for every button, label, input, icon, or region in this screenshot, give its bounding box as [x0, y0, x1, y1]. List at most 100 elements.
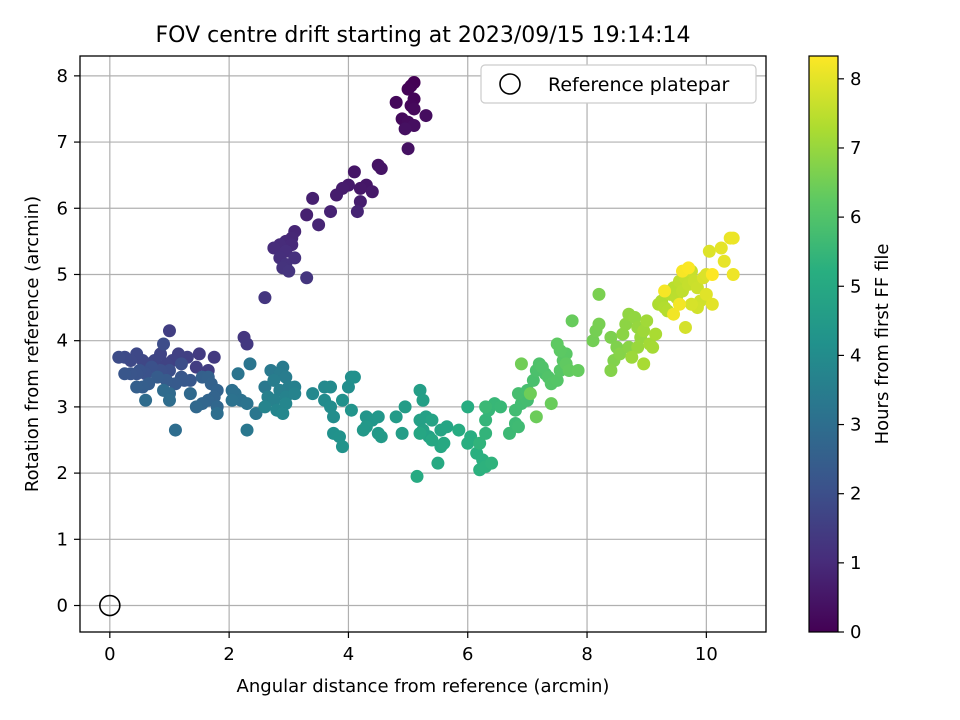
colorbar-tick-label: 1	[850, 553, 861, 574]
scatter-point	[398, 400, 412, 414]
scatter-point	[705, 267, 719, 281]
x-tick-label: 6	[462, 644, 473, 665]
scatter-point	[502, 426, 516, 440]
scatter-point	[673, 297, 687, 311]
scatter-point	[622, 340, 636, 354]
scatter-point	[258, 400, 272, 414]
scatter-point	[249, 407, 263, 421]
scatter-point	[410, 469, 424, 483]
y-axis-ticks: 0 1 2 3 4 5 6 7 8	[57, 66, 80, 617]
scatter-point	[267, 241, 281, 255]
colorbar-label: Hours from first FF file	[872, 244, 893, 445]
scatter-point	[514, 357, 528, 371]
scatter-point	[231, 367, 245, 381]
scatter-point	[565, 314, 579, 328]
scatter-point	[389, 410, 403, 424]
y-tick-label: 6	[57, 198, 68, 219]
scatter-point	[631, 340, 645, 354]
scatter-point	[726, 267, 740, 281]
scatter-point	[726, 231, 740, 245]
plot-frame	[79, 55, 767, 633]
scatter-point	[330, 188, 344, 202]
colorbar-tick-label: 7	[850, 138, 861, 159]
scatter-point	[479, 413, 493, 427]
chart-title: FOV centre drift starting at 2023/09/15 …	[156, 23, 691, 48]
scatter-point	[162, 324, 176, 338]
grid-lines	[80, 56, 766, 632]
scatter-point	[288, 387, 302, 401]
scatter-point	[413, 383, 427, 397]
scatter-point	[452, 423, 466, 437]
reference-marker	[99, 594, 121, 617]
y-tick-label: 1	[57, 529, 68, 550]
scatter-point	[649, 327, 663, 341]
scatter-point	[416, 393, 430, 407]
y-tick-label: 3	[57, 397, 68, 418]
scatter-point	[371, 410, 385, 424]
scatter-point	[353, 181, 367, 195]
y-tick-label: 8	[57, 66, 68, 87]
scatter-point	[702, 244, 716, 258]
scatter-point	[461, 436, 475, 450]
scatter-point	[282, 264, 296, 278]
legend-entry: Reference platepar	[548, 74, 730, 96]
scatter-point	[690, 281, 704, 295]
scatter-point	[347, 370, 361, 384]
scatter-point	[479, 400, 493, 414]
scatter-point	[604, 363, 618, 377]
scatter-point	[437, 436, 451, 450]
scatter-point	[625, 350, 639, 364]
scatter-point	[419, 109, 433, 123]
colorbar-tick-label: 8	[850, 69, 861, 90]
scatter-point	[407, 102, 421, 116]
scatter-point	[365, 185, 379, 199]
data-points	[112, 75, 740, 483]
scatter-point	[511, 420, 525, 434]
scatter-point	[658, 284, 672, 298]
scatter-point	[279, 370, 293, 384]
scatter-point	[151, 370, 165, 384]
colorbar-tick-label: 3	[850, 415, 861, 436]
scatter-point	[189, 360, 203, 374]
scatter-point	[440, 420, 454, 434]
scatter-point	[324, 400, 338, 414]
scatter-point	[192, 347, 206, 361]
scatter-point	[374, 162, 388, 176]
scatter-point	[353, 195, 367, 209]
scatter-point	[288, 251, 302, 265]
scatter-point	[628, 311, 642, 325]
scatter-point	[324, 380, 338, 394]
scatter-point	[485, 456, 499, 470]
scatter-point	[174, 357, 188, 371]
legend: Reference platepar	[480, 64, 757, 104]
colorbar-tick-label: 2	[850, 484, 861, 505]
scatter-point	[699, 287, 713, 301]
scatter-point	[332, 430, 346, 444]
scatter-point	[347, 165, 361, 179]
scatter-point	[705, 297, 719, 311]
scatter-point	[243, 357, 257, 371]
scatter-point	[267, 393, 281, 407]
scatter-point	[306, 191, 320, 205]
scatter-point	[425, 433, 439, 447]
scatter-point	[401, 82, 415, 96]
scatter-point	[544, 397, 558, 411]
colorbar: 0 1 2 3 4 5 6 7 8 Hours from first FF file	[808, 55, 893, 643]
scatter-point	[398, 122, 412, 136]
scatter-point	[681, 261, 695, 275]
scatter-point	[604, 330, 618, 344]
scatter-point	[592, 287, 606, 301]
y-tick-label: 0	[57, 596, 68, 617]
scatter-point	[494, 400, 508, 414]
scatter-point	[637, 357, 651, 371]
x-axis-ticks: 0 2 4 6 8 10	[104, 632, 718, 665]
scatter-point	[637, 324, 651, 338]
scatter-point	[431, 456, 445, 470]
colorbar-tick-label: 4	[850, 345, 861, 366]
scatter-point	[276, 407, 290, 421]
scatter-point	[300, 208, 314, 222]
x-tick-label: 8	[581, 644, 592, 665]
y-tick-label: 4	[57, 331, 68, 352]
scatter-point	[413, 413, 427, 427]
